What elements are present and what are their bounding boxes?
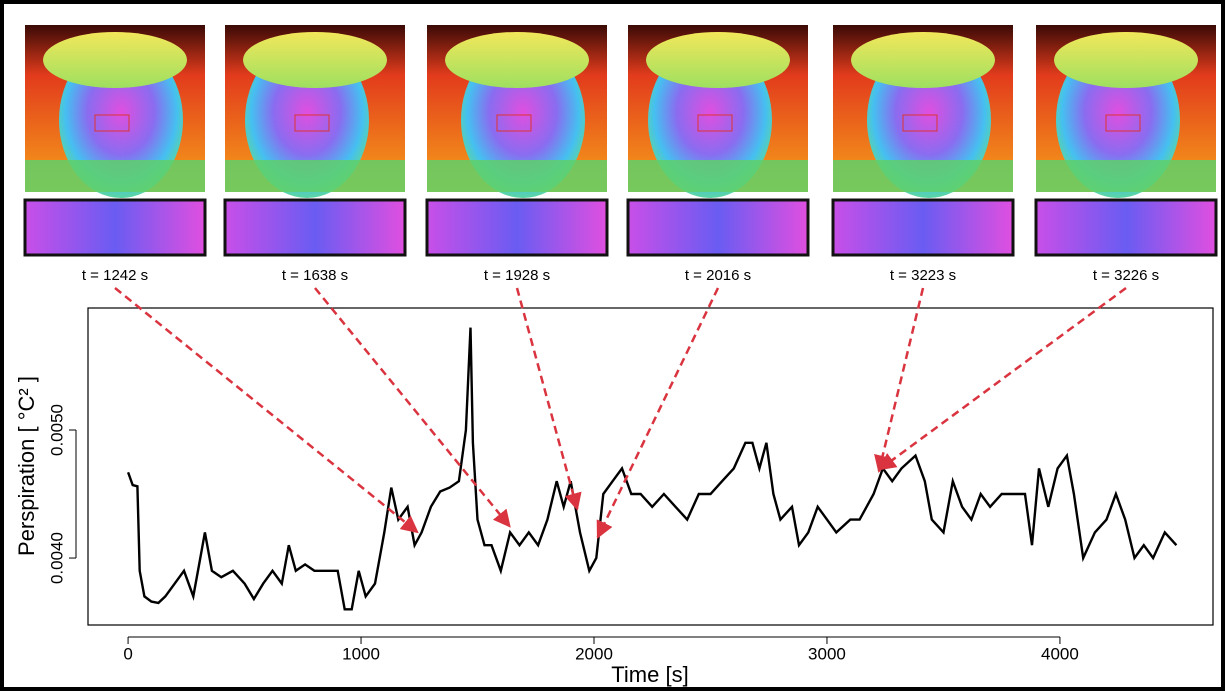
- thermal-panel: [1034, 25, 1218, 257]
- y-axis-label: Perspiration [ °C² ]: [14, 376, 39, 556]
- roi-box: [94, 114, 130, 132]
- x-axis-label: Time [s]: [611, 662, 688, 687]
- cap: [43, 32, 187, 88]
- roi-box: [294, 114, 330, 132]
- body: [833, 160, 1013, 192]
- plot-box: [87, 307, 1214, 626]
- roi-strip: [223, 198, 407, 257]
- body: [225, 160, 405, 192]
- time-label: t = 3226 s: [1093, 267, 1159, 284]
- roi-box: [697, 114, 733, 132]
- x-tick-label: 0: [123, 644, 132, 663]
- annotation-arrow: [878, 286, 1127, 471]
- roi-strip: [23, 198, 207, 257]
- thermal-panel: [23, 25, 207, 257]
- cap: [243, 32, 387, 88]
- thermal-panel: [831, 25, 1015, 257]
- x-tick-label: 4000: [1041, 644, 1079, 663]
- annotation-arrow: [596, 287, 720, 539]
- annotation-arrow: [874, 287, 925, 474]
- x-tick-label: 1000: [342, 644, 380, 663]
- annotation-arrow: [515, 287, 582, 511]
- time-label: t = 3223 s: [890, 267, 956, 284]
- cap: [646, 32, 790, 88]
- thermal-panels: [23, 25, 1218, 257]
- roi-strip: [1034, 198, 1218, 257]
- time-label: t = 1242 s: [82, 267, 148, 284]
- roi-strip: [831, 198, 1015, 257]
- x-tick-label: 2000: [575, 644, 613, 663]
- roi-box: [496, 114, 532, 132]
- roi-strip: [425, 198, 609, 257]
- time-label: t = 2016 s: [685, 267, 751, 284]
- x-tick-label: 3000: [808, 644, 846, 663]
- annotation-arrow: [114, 287, 419, 534]
- thermal-panel: [425, 25, 609, 257]
- cap: [445, 32, 589, 88]
- cap: [851, 32, 995, 88]
- body: [25, 160, 205, 192]
- roi-box: [902, 114, 938, 132]
- annotation-arrow: [314, 287, 511, 528]
- thermal-panel: [223, 25, 407, 257]
- data-line: [126, 327, 1178, 611]
- thermal-panel: [626, 25, 810, 257]
- time-label: t = 1638 s: [282, 267, 348, 284]
- roi-box: [1105, 114, 1141, 132]
- roi-strip: [626, 198, 810, 257]
- cap: [1054, 32, 1198, 88]
- body: [427, 160, 607, 192]
- y-tick-label: 0.0050: [47, 404, 66, 456]
- body: [1036, 160, 1216, 192]
- time-label: t = 1928 s: [484, 267, 550, 284]
- body: [628, 160, 808, 192]
- y-tick-label: 0.0040: [47, 532, 66, 584]
